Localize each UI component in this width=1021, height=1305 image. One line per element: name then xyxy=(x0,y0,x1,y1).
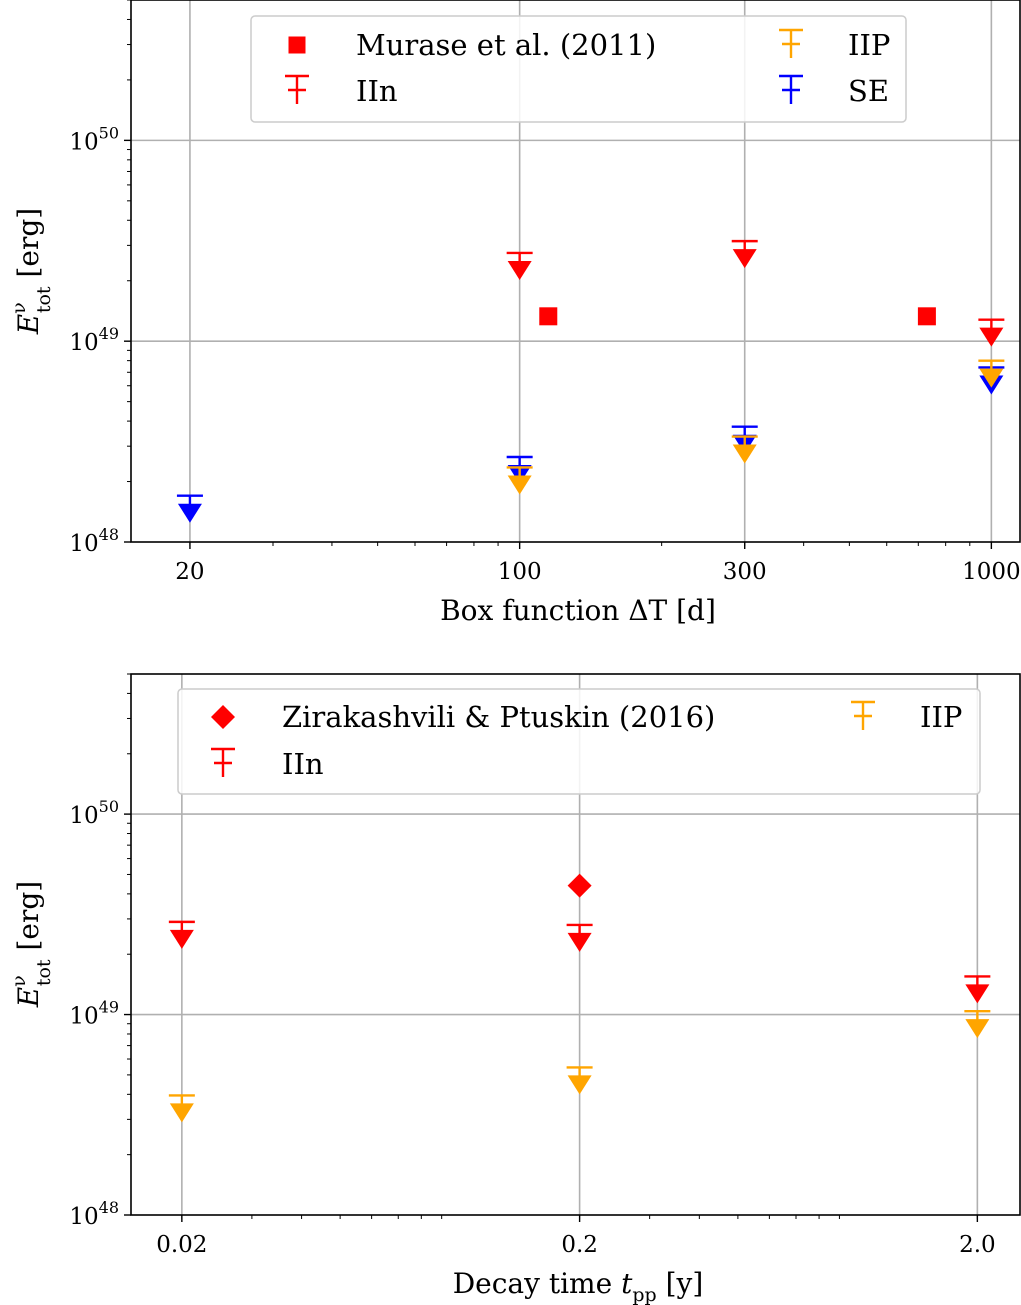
bottom-legend-frame xyxy=(177,688,981,795)
legend-marker-iin xyxy=(211,747,235,777)
y-tick-label: 1050 xyxy=(69,797,119,829)
top-plot-frame xyxy=(130,0,1021,543)
iip-point-2 xyxy=(566,1066,593,1095)
top-x-ticks: 20 100 300 1000 xyxy=(175,542,1021,585)
bottom-xlabel: Decay time tpp [y] xyxy=(453,1267,704,1305)
bottom-x-ticks: 0.02 0.2 2.0 xyxy=(156,1215,996,1258)
legend-label-se: SE xyxy=(848,74,889,108)
legend-marker-iip xyxy=(779,28,803,58)
bottom-ylabel: Eν tot [erg] xyxy=(8,881,55,1008)
iin-point-1 xyxy=(506,251,533,280)
x-tick-label: 300 xyxy=(723,559,767,585)
legend-marker-se xyxy=(779,74,803,104)
x-tick-label: 100 xyxy=(498,559,542,585)
iin-point-1 xyxy=(168,920,195,949)
legend-label-iip: IIP xyxy=(848,28,890,62)
legend-label-iin: IIn xyxy=(282,747,324,781)
x-tick-label: 0.02 xyxy=(156,1232,207,1258)
bottom-legend: Zirakashvili & Ptuskin (2016) IIP IIn xyxy=(177,688,981,795)
y-tick-label: 1048 xyxy=(69,1198,119,1230)
bottom-y-ticks: 1048 1049 1050 xyxy=(69,797,131,1230)
top-y-ticks: 1048 1049 1050 xyxy=(69,123,131,557)
x-tick-label: 0.2 xyxy=(561,1232,598,1258)
se-point-1 xyxy=(176,494,203,523)
iin-point-3 xyxy=(964,975,991,1004)
iin-point-2 xyxy=(731,239,758,269)
y-tick-label: 1050 xyxy=(69,123,119,155)
top-ylabel: Eν tot [erg] xyxy=(8,208,55,335)
y-tick-label: 1049 xyxy=(69,324,119,356)
murase-et-al-2011-point-2 xyxy=(917,307,936,326)
top-data-marks xyxy=(176,239,1005,523)
top-panel: 20 100 300 1000 1048 1049 1050 Box function Δ… xyxy=(8,0,1021,627)
y-tick-label: 1049 xyxy=(69,998,119,1030)
x-tick-label: 1000 xyxy=(962,559,1021,585)
legend-label-zirakashvili: Zirakashvili & Ptuskin (2016) xyxy=(282,700,715,734)
legend-marker-murase xyxy=(288,36,306,54)
iip-point-2 xyxy=(731,435,758,464)
iip-point-1 xyxy=(168,1094,195,1123)
top-legend: Murase et al. (2011) IIP IIn SE xyxy=(250,15,907,123)
iip-point-3 xyxy=(964,1009,991,1039)
iip-point-1 xyxy=(506,466,533,495)
legend-label-murase: Murase et al. (2011) xyxy=(356,28,656,62)
legend-label-iin: IIn xyxy=(356,74,398,108)
top-legend-frame xyxy=(250,15,907,123)
bottom-panel: 0.02 0.2 2.0 1048 1049 1050 Decay time tpp [… xyxy=(8,673,1021,1305)
x-tick-label: 2.0 xyxy=(959,1232,996,1258)
legend-label-iip: IIP xyxy=(920,700,962,734)
legend-marker-zirakashvili xyxy=(211,705,235,729)
iin-point-2 xyxy=(566,923,593,952)
y-tick-label: 1048 xyxy=(69,525,119,557)
x-tick-label: 20 xyxy=(175,559,204,585)
zirakashvili-ptuskin-2016-point-1 xyxy=(567,873,592,898)
top-xlabel: Box function ΔT [d] xyxy=(440,594,716,627)
iin-point-3 xyxy=(978,318,1005,347)
murase-et-al-2011-point-1 xyxy=(539,307,558,326)
iip-point-3 xyxy=(978,359,1005,388)
bottom-plot-frame xyxy=(130,673,1021,1216)
bottom-data-marks xyxy=(168,873,991,1123)
legend-marker-iin xyxy=(285,74,309,104)
legend-marker-iip xyxy=(851,700,875,730)
